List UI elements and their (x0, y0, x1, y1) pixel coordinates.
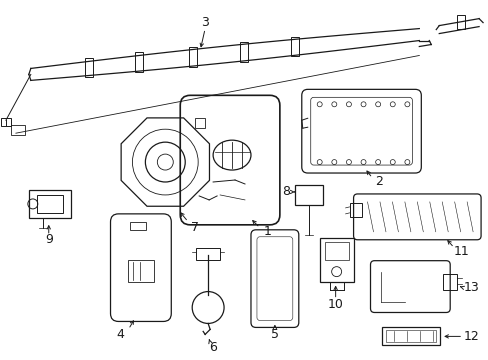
Bar (324, 242, 348, 260)
Text: 4: 4 (116, 328, 124, 341)
Bar (11, 125, 25, 135)
Text: 1: 1 (264, 225, 271, 238)
Bar (1, 118, 11, 126)
Bar (290, 37, 298, 57)
Text: 13: 13 (463, 281, 479, 294)
Bar (130, 222, 146, 230)
Text: 9: 9 (45, 233, 53, 246)
Bar (196, 248, 220, 260)
Bar (189, 46, 197, 67)
Bar (37, 195, 62, 213)
Bar (442, 274, 456, 289)
Text: 11: 11 (452, 245, 468, 258)
Bar (29, 190, 71, 218)
Bar (195, 118, 205, 128)
Text: 10: 10 (327, 298, 343, 311)
Bar (319, 238, 353, 282)
Text: 7: 7 (191, 221, 199, 234)
Bar (84, 58, 92, 77)
Text: 5: 5 (270, 328, 278, 341)
Bar (386, 330, 435, 342)
Bar (294, 185, 322, 205)
Bar (456, 15, 464, 28)
Bar (382, 328, 439, 345)
Text: 2: 2 (375, 175, 383, 189)
Text: 6: 6 (209, 341, 217, 354)
Bar (128, 260, 154, 282)
Text: 12: 12 (463, 330, 479, 343)
Text: 3: 3 (201, 16, 209, 29)
Text: 8: 8 (281, 185, 289, 198)
Bar (240, 41, 247, 62)
Bar (135, 53, 143, 72)
Bar (349, 203, 361, 217)
